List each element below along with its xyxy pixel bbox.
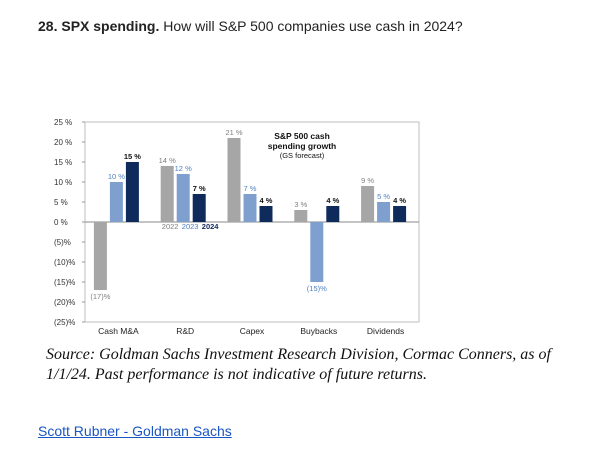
x-tick-label: Cash M&A	[98, 326, 139, 336]
page-heading: 28. SPX spending. How will S&P 500 compa…	[38, 17, 598, 35]
bar-2022-4	[361, 186, 375, 222]
legend-entry-2023: 2023	[182, 222, 199, 231]
legend-entry-2024: 2024	[202, 222, 220, 231]
x-tick-label: R&D	[176, 326, 194, 336]
x-tick-label: Buybacks	[300, 326, 337, 336]
x-tick-label: Dividends	[367, 326, 404, 336]
data-label: 3 %	[294, 200, 307, 209]
y-tick-label: (25)%	[54, 318, 75, 327]
bar-2023-1	[176, 174, 190, 222]
y-tick-label: 25 %	[54, 118, 72, 127]
data-label: (17)%	[90, 292, 110, 301]
heading-number: 28. SPX spending.	[38, 18, 160, 34]
chart-title: spending growth	[268, 141, 336, 151]
y-tick-label: (5)%	[54, 238, 71, 247]
chart-title: S&P 500 cash	[274, 131, 330, 141]
bar-2022-0	[93, 222, 107, 290]
data-label: 9 %	[361, 176, 374, 185]
bar-2024-3	[326, 206, 340, 222]
chart-subtitle: (GS forecast)	[280, 151, 325, 160]
scott-rubner-link[interactable]: Scott Rubner - Goldman Sachs	[38, 423, 232, 439]
bar-2023-4	[377, 202, 391, 222]
legend-entry-2022: 2022	[162, 222, 179, 231]
bar-2024-2	[259, 206, 273, 222]
data-label: 7 %	[244, 184, 257, 193]
y-tick-label: 10 %	[54, 178, 72, 187]
data-label: 15 %	[124, 152, 141, 161]
bar-2023-2	[243, 194, 257, 222]
y-tick-label: (15)%	[54, 278, 75, 287]
data-label: 5 %	[377, 192, 390, 201]
bar-2024-0	[125, 162, 139, 222]
y-tick-label: (20)%	[54, 298, 75, 307]
y-tick-label: 20 %	[54, 138, 72, 147]
data-label: (15)%	[307, 284, 327, 293]
data-label: 4 %	[393, 196, 406, 205]
data-label: 10 %	[108, 172, 125, 181]
data-label: 7 %	[193, 184, 206, 193]
bar-2023-3	[310, 222, 324, 282]
y-tick-label: 0 %	[54, 218, 68, 227]
bar-2022-1	[160, 166, 174, 222]
data-label: 14 %	[159, 156, 176, 165]
spending-growth-chart: 25 % 20 % 15 % 10 % 5 % 0 % (5)% (10)% (15)% (20)…	[54, 118, 420, 336]
bar-2024-4	[393, 206, 407, 222]
data-label: 4 %	[260, 196, 273, 205]
bar-2024-1	[192, 194, 206, 222]
y-tick-label: 15 %	[54, 158, 72, 167]
x-tick-label: Capex	[240, 326, 265, 336]
heading-question: How will S&P 500 companies use cash in 2…	[163, 18, 463, 34]
data-label: 12 %	[175, 164, 192, 173]
y-tick-label: 5 %	[54, 198, 68, 207]
y-tick-label: (10)%	[54, 258, 75, 267]
bar-2022-3	[294, 210, 308, 222]
data-label: 4 %	[326, 196, 339, 205]
bar-2022-2	[227, 138, 241, 222]
data-label: 21 %	[225, 128, 242, 137]
bar-2023-0	[109, 182, 123, 222]
source-note: Source: Goldman Sachs Investment Researc…	[46, 346, 551, 383]
